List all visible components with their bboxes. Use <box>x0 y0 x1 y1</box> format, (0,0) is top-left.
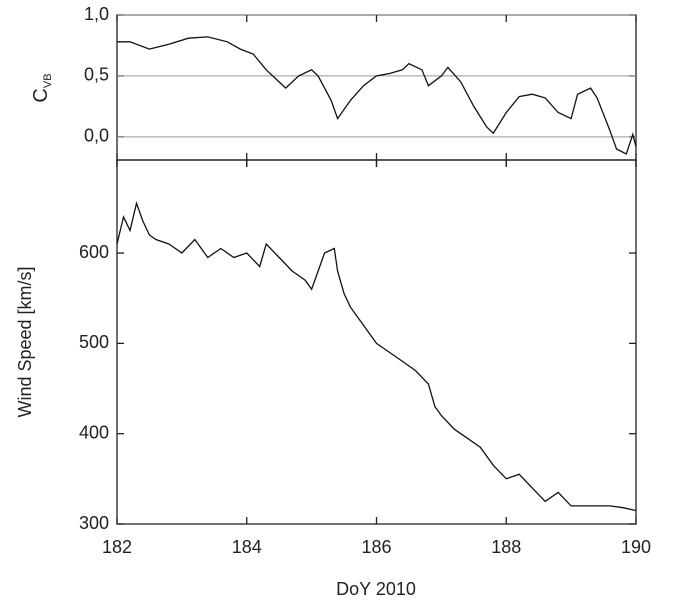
x-label: DoY 2010 <box>336 579 416 599</box>
y-tick-label: 600 <box>79 242 109 262</box>
x-tick-label: 188 <box>491 537 521 557</box>
y-tick-label: 500 <box>79 332 109 352</box>
y-tick-label: 1,0 <box>84 4 109 24</box>
x-tick-label: 190 <box>621 537 651 557</box>
top-frame <box>116 14 637 161</box>
bottom-y-label: Wind Speed [km/s] <box>15 266 35 417</box>
x-tick-label: 186 <box>361 537 391 557</box>
y-tick-label: 300 <box>79 513 109 533</box>
y-tick-label: 0,0 <box>84 126 109 146</box>
bottom-frame <box>116 159 637 525</box>
x-tick-label: 182 <box>102 537 132 557</box>
y-tick-label: 0,5 <box>84 65 109 85</box>
data-line <box>117 36 637 155</box>
x-tick-label: 184 <box>232 537 262 557</box>
data-line <box>116 201 637 512</box>
y-tick-label: 400 <box>79 422 109 442</box>
top-y-label: CVB <box>30 73 54 102</box>
